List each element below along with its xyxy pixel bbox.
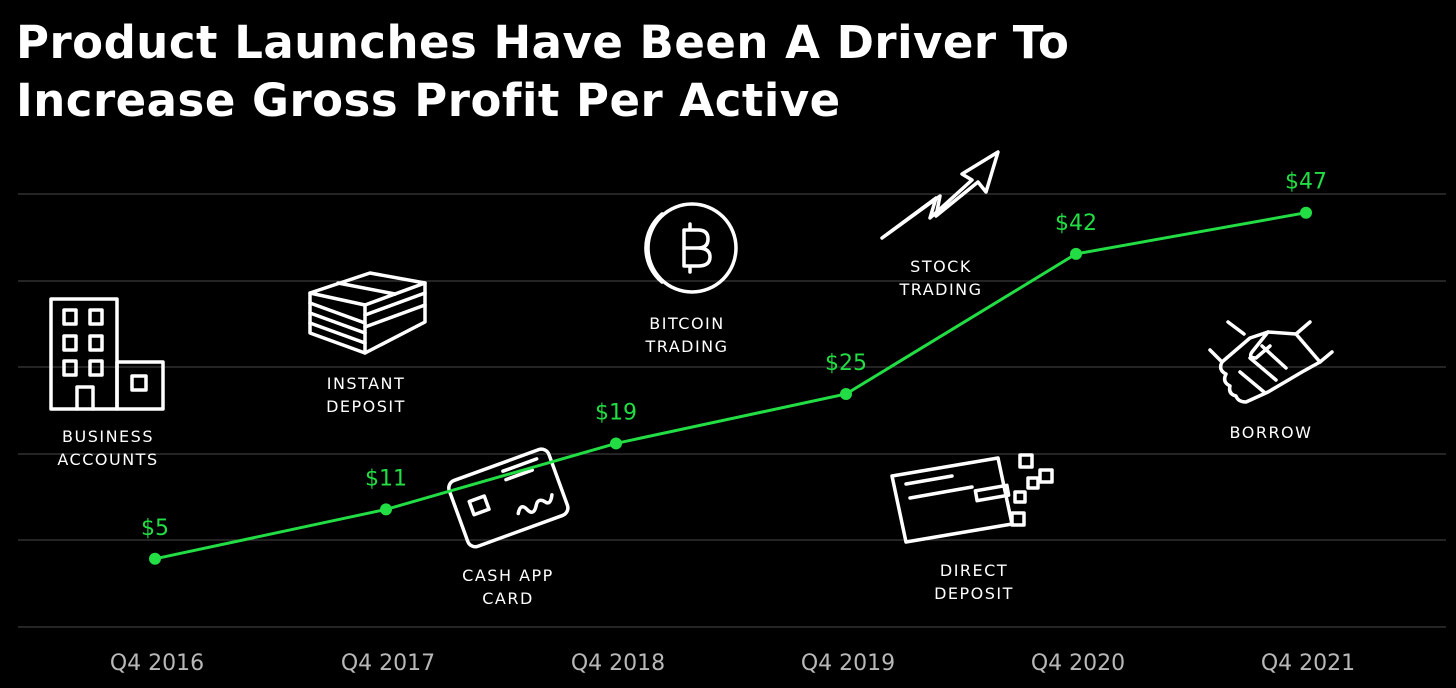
caption-office-building-line-2: ACCOUNTS — [57, 450, 158, 469]
caption-handshake-line-1: BORROW — [1230, 423, 1313, 442]
x-tick-label-3: Q4 2019 — [801, 651, 895, 676]
cash-stack-icon — [308, 271, 427, 355]
series-line — [154, 211, 1307, 561]
x-tick-label-1: Q4 2017 — [341, 651, 435, 676]
x-tick-label-0: Q4 2016 — [110, 651, 204, 676]
handshake-icon — [1208, 320, 1334, 404]
caption-trending-arrow-line-2: TRADING — [898, 280, 982, 299]
product-captions: BUSINESS ACCOUNTS INSTANT DEPOSIT CASH APP CA… — [57, 257, 1313, 608]
caption-paycheck-line-2: DEPOSIT — [934, 584, 1014, 603]
x-axis-ticks: Q4 2016 Q4 2017 Q4 2018 Q4 2019 Q4 2020 Q4 20… — [110, 651, 1355, 676]
data-label-3: $25 — [825, 351, 867, 376]
caption-cash-stack-line-2: DEPOSIT — [326, 397, 406, 416]
data-point-3 — [840, 388, 852, 400]
data-label-1: $11 — [365, 466, 407, 491]
caption-paycheck-line-1: DIRECT — [940, 561, 1008, 580]
x-tick-label-5: Q4 2021 — [1261, 651, 1355, 676]
data-point-1 — [380, 503, 392, 516]
trending-arrow-icon — [880, 150, 1000, 240]
office-building-icon — [49, 297, 165, 411]
title-line-2: Increase Gross Profit Per Active — [16, 74, 841, 127]
debit-card-icon — [447, 447, 570, 549]
data-label-2: $19 — [595, 400, 637, 425]
data-point-2 — [610, 437, 622, 450]
caption-cash-stack-line-1: INSTANT — [327, 374, 406, 393]
caption-debit-card-line-1: CASH APP — [462, 566, 554, 585]
x-tick-label-4: Q4 2020 — [1031, 651, 1125, 676]
gridlines — [18, 193, 1446, 628]
page-title: Product Launches Have Been A Driver To I… — [16, 14, 1069, 130]
data-label-0: $5 — [141, 516, 169, 541]
data-points: $5 $11 $19 $25 $42 $47 — [141, 170, 1327, 565]
data-point-5 — [1300, 206, 1312, 219]
data-point-0 — [149, 552, 161, 565]
caption-bitcoin-coin-line-2: TRADING — [644, 337, 728, 356]
caption-bitcoin-coin-line-1: BITCOIN — [649, 314, 724, 333]
bitcoin-coin-icon — [644, 202, 738, 294]
x-tick-label-2: Q4 2018 — [571, 651, 665, 676]
data-point-4 — [1070, 247, 1082, 260]
caption-debit-card-line-2: CARD — [482, 589, 534, 608]
caption-trending-arrow-line-1: STOCK — [910, 257, 972, 276]
title-line-1: Product Launches Have Been A Driver To — [16, 16, 1070, 69]
caption-office-building-line-1: BUSINESS — [62, 427, 154, 446]
data-label-5: $47 — [1285, 170, 1327, 195]
paycheck-icon — [890, 453, 1054, 544]
data-label-4: $42 — [1055, 211, 1097, 236]
